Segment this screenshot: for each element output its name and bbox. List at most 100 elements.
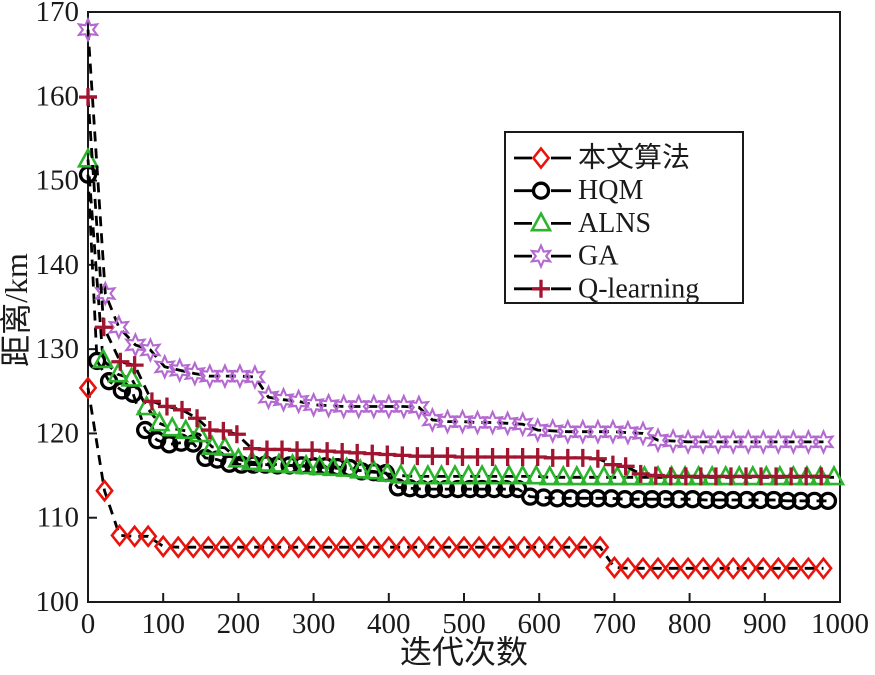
plus-marker [631, 464, 650, 483]
plus-marker [532, 279, 550, 298]
plus-marker [706, 467, 725, 486]
triangle-marker [349, 457, 372, 479]
legend-label: ALNS [578, 208, 651, 239]
hexagram-marker [168, 357, 192, 384]
triangle-marker [148, 410, 171, 432]
diamond-marker [184, 535, 203, 559]
plus-marker [513, 448, 532, 467]
plus-marker [273, 440, 292, 459]
diamond-marker [138, 524, 158, 548]
plus-marker [691, 467, 710, 486]
x-tick-label: 800 [668, 608, 712, 640]
x-tick-label: 700 [593, 608, 637, 640]
diamond-marker [454, 535, 474, 559]
hexagram-marker [93, 280, 117, 307]
triangle-marker [120, 366, 143, 387]
y-tick-label: 160 [36, 80, 80, 112]
hexagram-marker [257, 384, 280, 411]
plus-marker [318, 442, 337, 461]
hexagram-marker [76, 16, 100, 43]
diamond-marker [799, 556, 818, 580]
diamond-marker [199, 535, 218, 559]
plus-marker [573, 448, 592, 467]
y-axis-label: 距离/km [0, 253, 34, 367]
diamond-marker [499, 535, 519, 559]
diamond-marker [394, 535, 414, 559]
legend-entry-本文算法: 本文算法 [514, 142, 690, 174]
plus-marker [142, 392, 161, 411]
x-axis-label: 迭代次数 [400, 634, 528, 670]
hexagram-marker [139, 336, 162, 364]
diamond-marker [754, 556, 773, 580]
legend-label: HQM [578, 175, 643, 206]
plus-marker [558, 448, 577, 467]
triangle-marker [470, 463, 494, 485]
legend-entry-Q-learning: Q-learning [514, 273, 699, 304]
hexagram-marker [451, 408, 474, 435]
y-tick-label: 130 [36, 333, 80, 365]
triangle-marker [161, 415, 184, 437]
diamond-marker [125, 524, 144, 548]
y-tick-label: 150 [36, 165, 80, 197]
x-tick-label: 200 [217, 608, 261, 640]
plus-marker [303, 441, 322, 460]
hexagram-marker [526, 416, 550, 444]
triangle-marker [529, 210, 553, 232]
plus-marker [453, 448, 472, 467]
series-Q-learning [79, 88, 831, 486]
hexagram-marker [616, 419, 640, 446]
triangle-marker [227, 447, 250, 468]
x-tick-label: 0 [81, 608, 96, 640]
triangle-marker [484, 463, 507, 485]
diamond-marker [259, 535, 278, 559]
triangle-marker [76, 146, 100, 168]
diamond-marker [168, 535, 188, 559]
y-tick-label: 110 [37, 502, 79, 534]
triangle-marker [403, 463, 426, 485]
y-tick-label: 140 [36, 249, 80, 281]
triangle-marker [606, 464, 629, 486]
diamond-marker [738, 556, 758, 580]
plus-marker [348, 443, 367, 462]
x-tick-label: 100 [141, 608, 185, 640]
hexagram-marker [243, 363, 267, 391]
legend-box [504, 131, 744, 304]
y-tick-label: 100 [36, 586, 80, 618]
hexagram-marker [812, 428, 835, 456]
hexagram-marker [601, 418, 625, 445]
plus-marker [408, 447, 427, 466]
diamond-marker [229, 535, 248, 559]
diamond-marker [633, 556, 653, 580]
diamond-marker [618, 556, 638, 580]
hexagram-marker [421, 406, 444, 434]
hexagram-marker [153, 353, 177, 380]
triangle-marker [281, 452, 304, 474]
triangle-marker [430, 463, 453, 485]
legend-entry-ALNS: ALNS [514, 208, 651, 239]
triangle-marker [538, 464, 561, 486]
plus-marker [616, 457, 635, 476]
hexagram-marker [631, 420, 655, 447]
diamond-marker [723, 556, 743, 580]
legend-entry-HQM: HQM [514, 175, 643, 206]
diamond-marker [784, 556, 803, 580]
hexagram-marker [392, 393, 416, 420]
hexagram-marker [407, 394, 431, 421]
diamond-marker [319, 535, 338, 559]
circle-marker [496, 479, 516, 499]
triangle-marker [321, 455, 345, 477]
plus-marker [737, 467, 755, 486]
triangle-marker [579, 464, 602, 486]
plus-marker [661, 467, 680, 486]
diamond-marker [544, 535, 564, 559]
x-tick-label: 600 [517, 608, 561, 640]
diamond-marker [769, 556, 788, 580]
plus-marker [676, 467, 695, 486]
plus-marker [125, 356, 144, 375]
diamond-marker [814, 556, 833, 580]
series-GA [76, 16, 835, 456]
series-本文算法 [78, 376, 833, 580]
plus-marker [767, 467, 786, 486]
